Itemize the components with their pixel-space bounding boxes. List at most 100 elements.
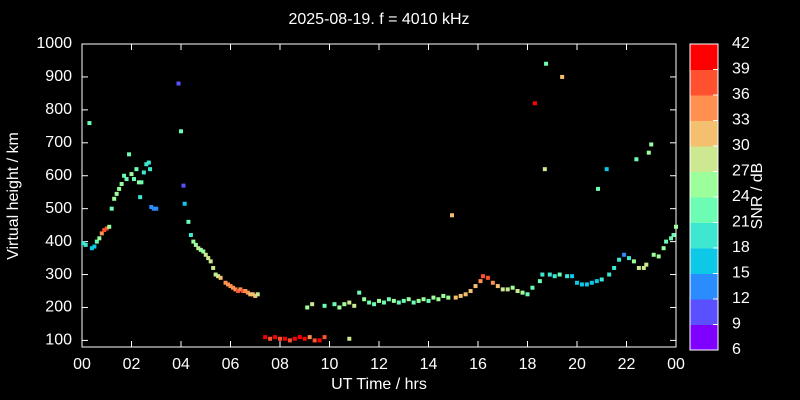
- data-point: [599, 277, 604, 282]
- data-point: [97, 236, 102, 241]
- colorbar-tick-label: 42: [732, 35, 750, 52]
- data-point: [579, 282, 584, 287]
- data-point: [636, 265, 641, 270]
- data-point: [337, 305, 342, 310]
- data-point: [537, 279, 542, 284]
- data-point: [117, 186, 122, 191]
- data-point: [218, 275, 223, 280]
- data-point: [148, 167, 153, 172]
- data-point: [83, 242, 88, 247]
- data-point: [381, 300, 386, 305]
- data-point: [641, 265, 646, 270]
- data-point: [649, 142, 654, 147]
- x-tick-label: 00: [667, 356, 685, 373]
- colorbar-band: [690, 222, 718, 249]
- data-point: [607, 272, 612, 277]
- data-point: [671, 233, 676, 238]
- data-point: [99, 231, 104, 236]
- data-point: [81, 241, 86, 246]
- y-tick-label: 500: [45, 200, 72, 217]
- data-point: [421, 297, 426, 302]
- data-point: [480, 274, 485, 279]
- data-point: [119, 181, 124, 186]
- x-tick-label: 00: [73, 356, 91, 373]
- data-point: [446, 295, 451, 300]
- data-point: [112, 196, 117, 201]
- data-point: [181, 183, 186, 188]
- data-point: [468, 289, 473, 294]
- data-point: [377, 298, 381, 303]
- data-point: [431, 295, 436, 300]
- data-point: [426, 298, 431, 303]
- data-point: [634, 157, 639, 162]
- data-point: [203, 252, 208, 257]
- data-point: [458, 293, 463, 298]
- data-point: [540, 272, 545, 277]
- data-point: [386, 297, 391, 302]
- data-point: [122, 173, 127, 178]
- data-point: [238, 287, 243, 292]
- data-point: [352, 303, 357, 308]
- data-point: [146, 160, 151, 165]
- data-point: [596, 186, 601, 191]
- data-point: [664, 239, 669, 244]
- data-point: [89, 246, 94, 251]
- data-point: [263, 335, 268, 340]
- data-point: [626, 256, 631, 261]
- data-point: [196, 246, 201, 251]
- colorbar-band: [690, 248, 718, 274]
- data-point: [646, 150, 651, 155]
- data-point: [240, 289, 245, 294]
- data-point: [102, 228, 107, 233]
- data-point: [594, 279, 599, 284]
- colorbar-label: SNR / dB: [749, 163, 766, 230]
- x-tick-label: 18: [519, 356, 537, 373]
- data-point: [478, 279, 483, 284]
- data-point: [674, 224, 678, 229]
- data-point: [188, 233, 193, 238]
- colorbar-band: [690, 146, 718, 172]
- data-point: [552, 274, 557, 279]
- x-tick-label: 14: [420, 356, 438, 373]
- data-point: [520, 290, 525, 295]
- colorbar-tick-label: 30: [732, 137, 750, 154]
- data-point: [565, 274, 570, 279]
- data-point: [584, 282, 589, 287]
- data-point: [436, 297, 441, 302]
- data-point: [322, 335, 327, 340]
- colorbar-band: [690, 299, 718, 325]
- data-point: [357, 290, 362, 295]
- x-tick-label: 22: [618, 356, 636, 373]
- x-tick-label: 16: [469, 356, 487, 373]
- data-point: [622, 252, 627, 257]
- data-point: [104, 226, 109, 231]
- data-point: [233, 287, 238, 292]
- data-point: [186, 219, 191, 224]
- data-point: [297, 335, 302, 340]
- data-point: [560, 74, 565, 79]
- colorbar-tick-label: 21: [732, 214, 750, 231]
- data-point: [347, 336, 352, 341]
- data-point: [544, 61, 549, 66]
- y-tick-label: 800: [45, 101, 72, 118]
- data-point: [332, 302, 337, 307]
- y-tick-label: 900: [45, 68, 72, 85]
- data-point: [136, 180, 141, 185]
- data-point: [228, 284, 233, 289]
- data-point: [631, 259, 636, 264]
- data-point: [490, 280, 495, 285]
- data-point: [144, 162, 149, 167]
- data-point: [268, 336, 273, 341]
- colorbar-band: [690, 120, 718, 147]
- colorbar-tick-label: 6: [732, 341, 741, 358]
- colorbar-band: [690, 171, 718, 198]
- data-point: [149, 205, 154, 210]
- data-point: [230, 285, 235, 290]
- data-point: [273, 335, 278, 340]
- data-point: [406, 297, 411, 302]
- data-point: [401, 298, 406, 303]
- data-point: [131, 177, 136, 182]
- data-point: [151, 206, 156, 211]
- data-point: [532, 101, 537, 106]
- data-point: [92, 244, 97, 249]
